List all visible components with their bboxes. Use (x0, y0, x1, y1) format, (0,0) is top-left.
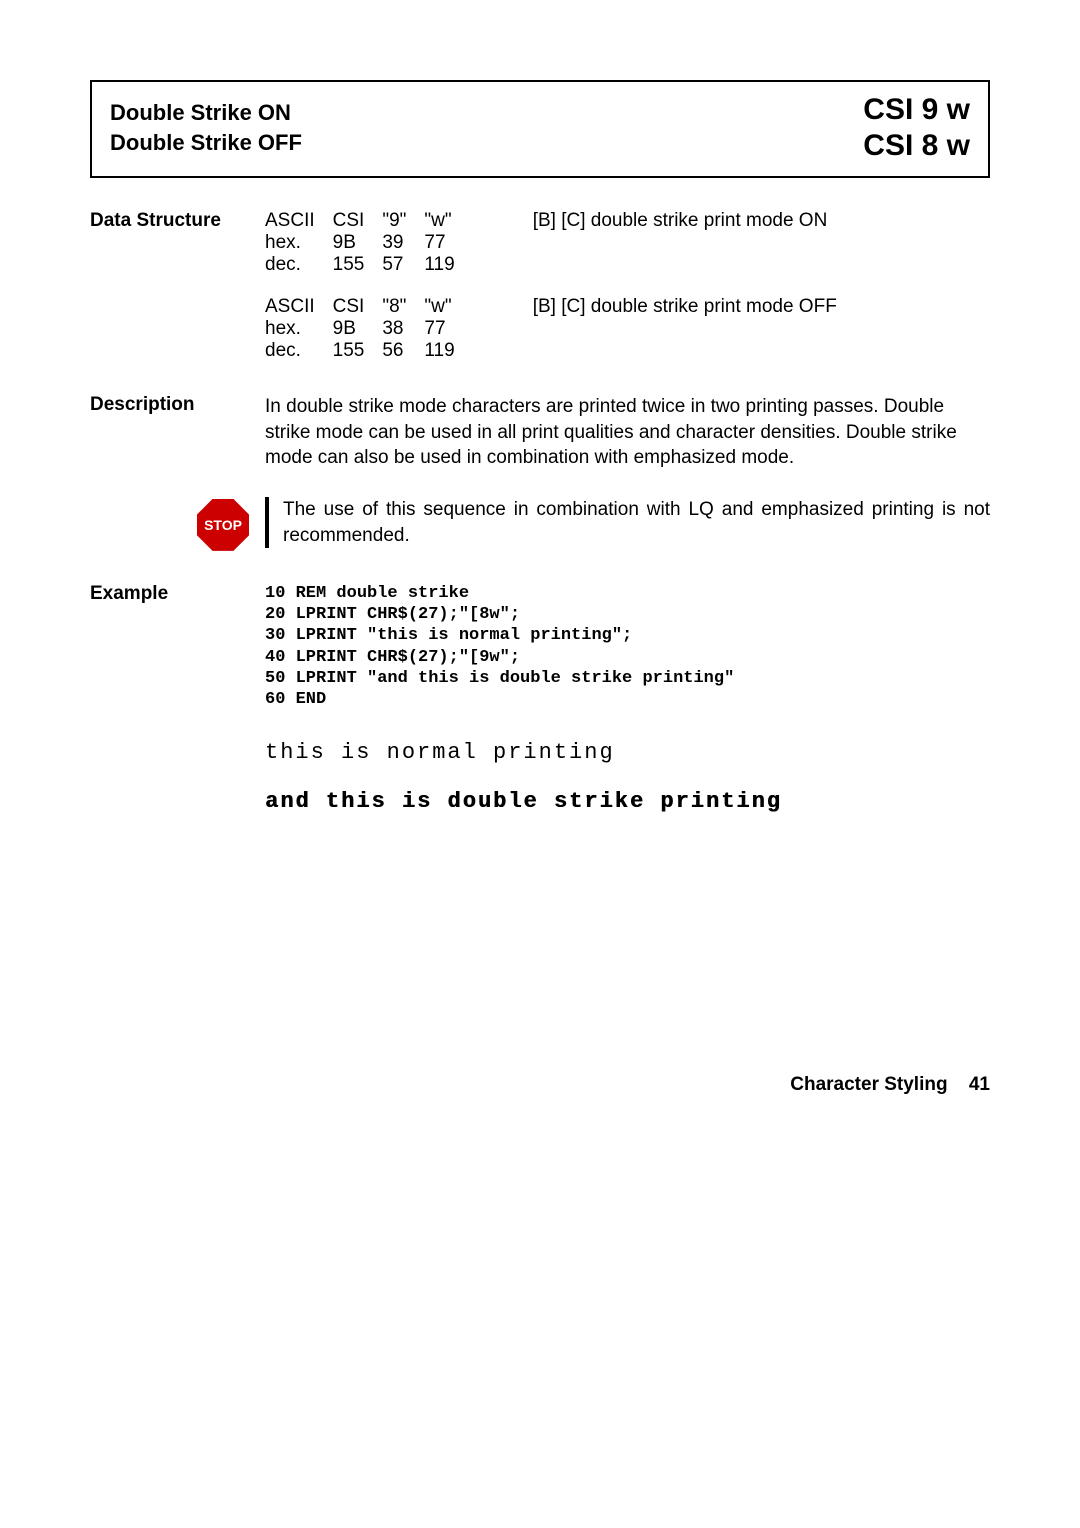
command-header-box: Double Strike ON Double Strike OFF CSI 9… (90, 80, 990, 178)
page: Double Strike ON Double Strike OFF CSI 9… (0, 0, 1080, 1156)
cell: 39 (382, 232, 424, 254)
cell: dec. (265, 254, 333, 276)
stop-icon-wrap: STOP (90, 497, 265, 551)
cell: hex. (265, 318, 333, 340)
page-footer: Character Styling 41 (90, 1074, 990, 1096)
stop-icon: STOP (197, 499, 249, 551)
example-body: 10 REM double strike 20 LPRINT CHR$(27);… (265, 583, 990, 815)
table-row: hex. 9B 38 77 (265, 318, 855, 340)
data-structure-body: ASCII CSI "9" "w" [B] [C] double strike … (265, 210, 990, 362)
command-codes: CSI 9 w CSI 8 w (863, 92, 970, 164)
command-titles: Double Strike ON Double Strike OFF (110, 98, 302, 157)
ds-table-on: ASCII CSI "9" "w" [B] [C] double strike … (265, 210, 845, 276)
footer-page-number: 41 (969, 1074, 990, 1095)
cell: 155 (333, 340, 383, 362)
title-on: Double Strike ON (110, 98, 302, 128)
code-off: CSI 8 w (863, 128, 970, 164)
cell: hex. (265, 232, 333, 254)
data-structure-label: Data Structure (90, 210, 265, 362)
cell: 77 (424, 232, 472, 254)
cell: 119 (424, 340, 472, 362)
cell (473, 318, 855, 340)
cell: 77 (424, 318, 472, 340)
ds-table-off: ASCII CSI "8" "w" [B] [C] double strike … (265, 296, 855, 362)
cell: ASCII (265, 296, 333, 318)
table-row: dec. 155 56 119 (265, 340, 855, 362)
footer-section: Character Styling (790, 1074, 947, 1095)
description-text: In double strike mode characters are pri… (265, 394, 990, 471)
stop-icon-label: STOP (204, 517, 242, 533)
cell: ASCII (265, 210, 333, 232)
cell (473, 232, 846, 254)
example-section: Example 10 REM double strike 20 LPRINT C… (90, 583, 990, 815)
cell-note: [B] [C] double strike print mode ON (473, 210, 846, 232)
cell: 56 (382, 340, 424, 362)
stop-text: The use of this sequence in combination … (265, 497, 990, 548)
data-structure-section: Data Structure ASCII CSI "9" "w" [B] [C]… (90, 210, 990, 362)
cell: 155 (333, 254, 383, 276)
cell: "w" (424, 210, 472, 232)
cell: "w" (424, 296, 472, 318)
output-line-double-strike: and this is double strike printing (265, 789, 990, 814)
example-label: Example (90, 583, 265, 815)
cell: 57 (382, 254, 424, 276)
cell: 119 (424, 254, 472, 276)
table-row: ASCII CSI "8" "w" [B] [C] double strike … (265, 296, 855, 318)
cell (473, 340, 855, 362)
description-section: Description In double strike mode charac… (90, 394, 990, 471)
cell: "8" (382, 296, 424, 318)
cell: "9" (382, 210, 424, 232)
cell-note: [B] [C] double strike print mode OFF (473, 296, 855, 318)
table-row: dec. 155 57 119 (265, 254, 845, 276)
example-code: 10 REM double strike 20 LPRINT CHR$(27);… (265, 583, 990, 711)
table-row: hex. 9B 39 77 (265, 232, 845, 254)
cell (473, 254, 846, 276)
code-on: CSI 9 w (863, 92, 970, 128)
description-label: Description (90, 394, 265, 471)
cell: 9B (333, 232, 383, 254)
title-off: Double Strike OFF (110, 128, 302, 158)
output-line-normal: this is normal printing (265, 740, 990, 765)
cell: CSI (333, 210, 383, 232)
stop-note: STOP The use of this sequence in combina… (90, 497, 990, 551)
cell: 9B (333, 318, 383, 340)
cell: dec. (265, 340, 333, 362)
cell: CSI (333, 296, 383, 318)
table-row: ASCII CSI "9" "w" [B] [C] double strike … (265, 210, 845, 232)
cell: 38 (382, 318, 424, 340)
